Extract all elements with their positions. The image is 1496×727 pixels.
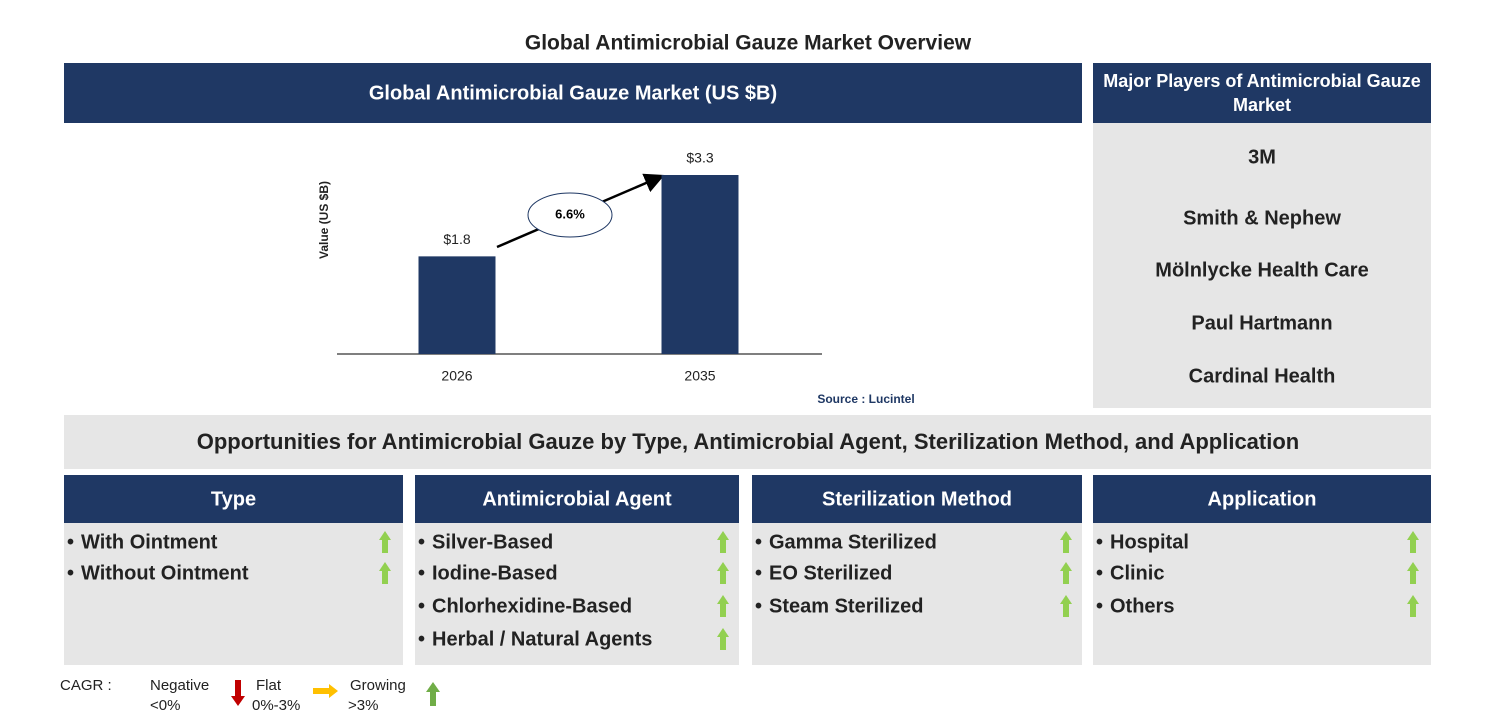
legend-right-arrow [313, 684, 338, 698]
segment-item: With Ointment [81, 531, 218, 553]
segment-header [415, 475, 739, 523]
player: 3M [1248, 146, 1276, 168]
players-body [1093, 123, 1431, 408]
segment-body [415, 523, 739, 665]
player: Smith & Nephew [1183, 207, 1341, 229]
growth-arrow [379, 562, 391, 584]
growth-arrow [1060, 562, 1072, 584]
segment-body [1093, 523, 1431, 665]
segment-header [752, 475, 1082, 523]
segment-item: Without Ointment [81, 562, 249, 584]
value-label: $3.3 [686, 150, 713, 166]
value-label: $1.8 [443, 231, 470, 247]
growth-arrow [717, 562, 729, 584]
x-tick-label: 2035 [684, 368, 715, 384]
segment-title: Antimicrobial Agent [482, 488, 672, 510]
legend-growing: Growing [350, 677, 406, 694]
segment-body [64, 523, 403, 665]
bar [418, 256, 496, 354]
bullet: • [755, 531, 762, 553]
segment-item: Others [1110, 595, 1174, 617]
chart-title: Global Antimicrobial Gauze Market (US $B… [369, 82, 777, 104]
legend-label: CAGR : [60, 677, 112, 694]
segment-title: Application [1208, 488, 1317, 510]
segment-item: Gamma Sterilized [769, 531, 937, 553]
bullet: • [755, 595, 762, 617]
x-tick-label: 2026 [441, 368, 472, 384]
player: Paul Hartmann [1191, 312, 1332, 334]
legend-flat-range: 0%-3% [252, 697, 300, 714]
segment-item: Clinic [1110, 562, 1164, 584]
source: Source : Lucintel [817, 392, 914, 406]
player: Cardinal Health [1189, 365, 1336, 387]
segment-header [1093, 475, 1431, 523]
segment-item: Herbal / Natural Agents [432, 628, 652, 650]
growth-arrow [717, 628, 729, 650]
growth-arrow [1060, 531, 1072, 553]
bullet: • [67, 562, 74, 584]
bullet: • [1096, 595, 1103, 617]
legend-flat: Flat [256, 677, 282, 694]
bullet: • [418, 628, 425, 650]
growth-arrow [717, 531, 729, 553]
bullet: • [755, 562, 762, 584]
segment-item: Iodine-Based [432, 562, 558, 584]
cagr-label: 6.6% [555, 206, 585, 221]
segment-item: Steam Sterilized [769, 595, 924, 617]
segment-item: Hospital [1110, 531, 1189, 553]
growth-arrow [1407, 562, 1419, 584]
bullet: • [1096, 562, 1103, 584]
legend-down-arrow [231, 680, 245, 706]
segment-title: Type [211, 488, 256, 510]
players-title-box: Major Players of Antimicrobial Gauze Mar… [1103, 71, 1421, 115]
chart-header [64, 63, 1082, 123]
segment-item: Chlorhexidine-Based [432, 595, 632, 617]
segment-header [64, 475, 403, 523]
segment-item: EO Sterilized [769, 562, 892, 584]
bullet: • [418, 562, 425, 584]
segment-title: Sterilization Method [822, 488, 1012, 510]
players-title: Major Players of Antimicrobial Gauze Mar… [1103, 71, 1421, 115]
opportunities-bar [64, 415, 1431, 469]
segment-item: Silver-Based [432, 531, 553, 553]
dynamic: $1.8 2026 $3.3 2035 3M Smith & Nephew Mölnlyck… [64, 146, 1431, 665]
legend-growing-range: >3% [348, 697, 378, 714]
y-axis-label: Value (US $B) [317, 181, 331, 259]
segment-body [752, 523, 1082, 665]
growth-arrow [1407, 595, 1419, 617]
bar [661, 175, 739, 354]
bullet: • [67, 531, 74, 553]
opportunities-title: Opportunities for Antimicrobial Gauze by… [197, 429, 1300, 454]
growth-arrow [379, 531, 391, 553]
legend-negative: Negative [150, 677, 209, 694]
player: Mölnlycke Health Care [1155, 259, 1368, 281]
players-header [1093, 63, 1431, 123]
bullet: • [418, 531, 425, 553]
bullet: • [1096, 531, 1103, 553]
legend-up-arrow [426, 682, 440, 706]
growth-arrow [717, 595, 729, 617]
legend-negative-range: <0% [150, 697, 180, 714]
growth-arrow [1060, 595, 1072, 617]
growth-arrow [1407, 531, 1419, 553]
page-title: Global Antimicrobial Gauze Market Overvi… [525, 32, 972, 55]
cagr-bubble [527, 192, 613, 238]
bullet: • [418, 595, 425, 617]
